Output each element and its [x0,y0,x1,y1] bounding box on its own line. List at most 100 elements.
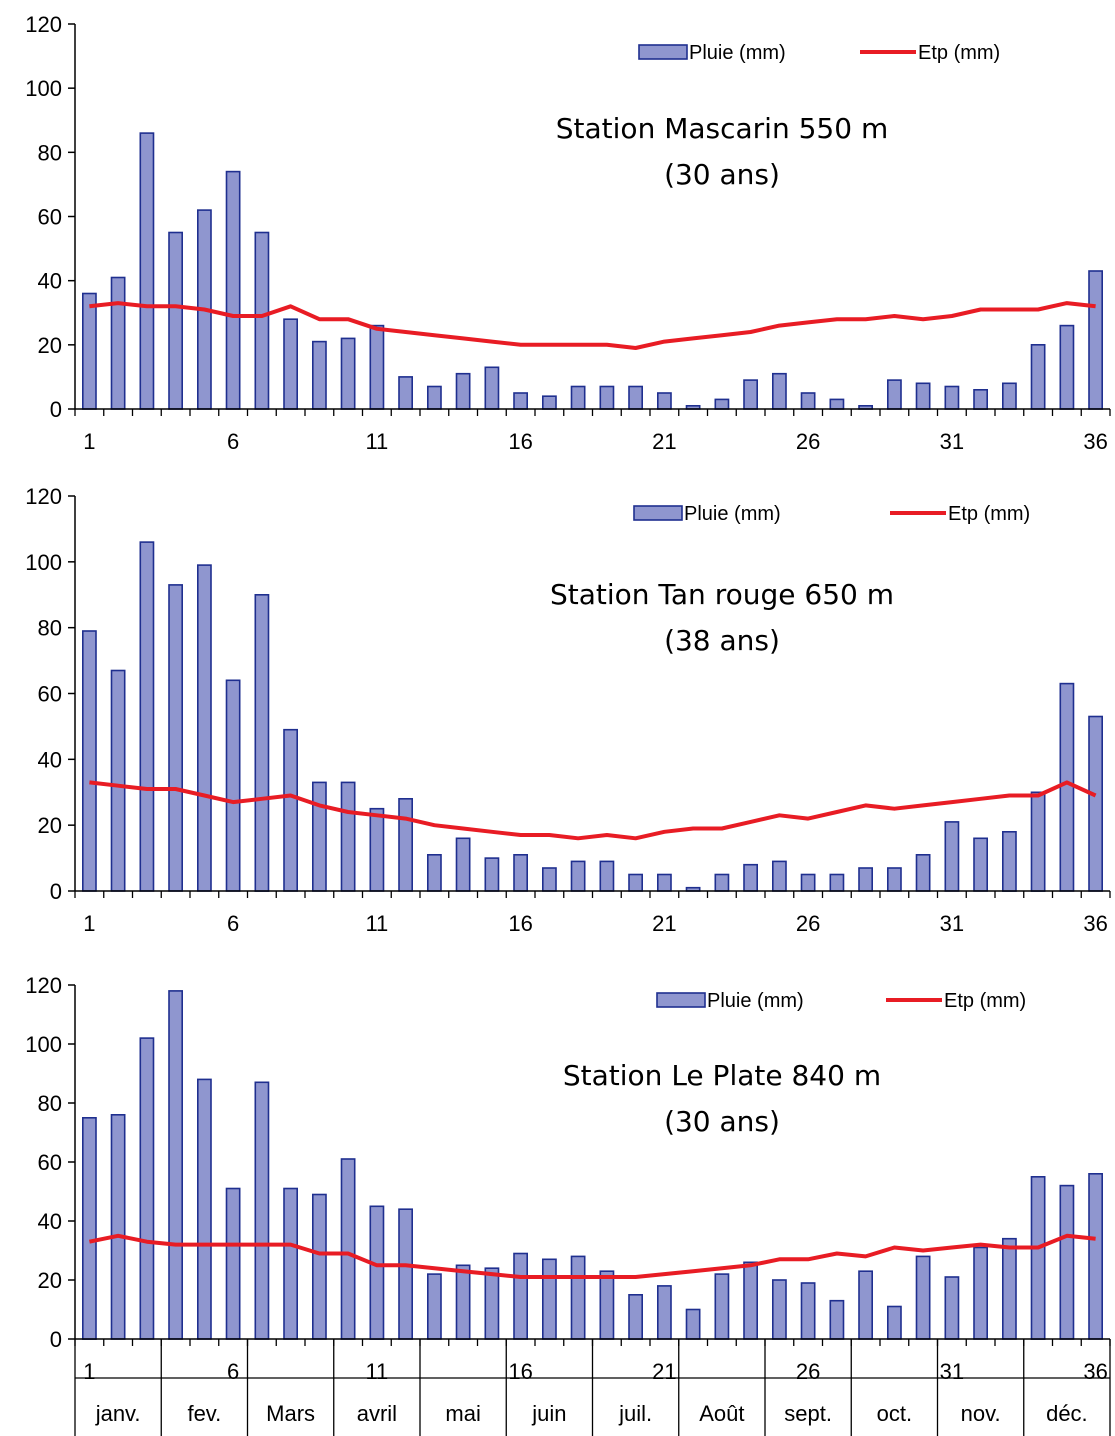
bar-pluie [973,388,988,410]
bar-pluie [541,395,557,410]
bar-pluie [800,873,816,892]
bar-pluie [1059,324,1075,410]
x-tick-label: 11 [365,1359,388,1384]
bar-pluie [484,366,500,410]
month-label: juil. [618,1401,652,1426]
bar-pluie [82,630,97,892]
x-tick-label: 31 [940,1359,964,1384]
bar-pluie [973,1246,988,1340]
bar-pluie [225,170,241,410]
x-tick-label: 16 [508,911,532,936]
bar-pluie [858,1270,873,1340]
bar-pluie [1030,343,1046,410]
bar-pluie [110,1114,126,1340]
x-tick-label: 36 [1083,429,1107,454]
bar-pluie [1001,1237,1017,1340]
x-tick-label: 16 [508,1359,532,1384]
month-label: nov. [961,1401,1001,1426]
bar-pluie [197,1078,212,1340]
chart-subtitle: (30 ans) [664,1105,780,1138]
bar-pluie [915,853,931,892]
bar-pluie [829,398,845,410]
bar-pluie [858,867,873,892]
bar-pluie [599,860,615,892]
bar-pluie [599,385,615,410]
bar-pluie [570,1255,586,1340]
month-label: juin [531,1401,566,1426]
x-tick-label: 11 [365,911,388,936]
bar-pluie [455,837,471,892]
bar-pluie [369,1205,385,1340]
bar-pluie [283,728,298,892]
y-tick-label: 20 [38,333,62,358]
month-label: mai [445,1401,480,1426]
bar-pluie [944,1276,960,1340]
bar-pluie [743,863,758,892]
bar-pluie [1030,791,1046,892]
month-label: avril [357,1401,397,1426]
bar-pluie [139,132,155,410]
bar-pluie [886,867,902,892]
bar-pluie [800,392,816,410]
bar-pluie [944,821,960,892]
bar-pluie [771,372,787,410]
line-etp [88,1233,1096,1279]
bar-pluie [283,1187,298,1340]
x-tick-label: 1 [83,911,95,936]
y-tick-label: 100 [25,1032,62,1057]
bar-pluie [656,873,672,892]
bar-pluie [829,873,845,892]
y-tick-label: 100 [25,76,62,101]
x-tick-label: 21 [652,1359,676,1384]
bar-pluie [283,318,298,410]
y-tick-label: 40 [38,269,62,294]
chart-title: Station Le Plate 840 m [563,1059,881,1092]
chart-subtitle: (38 ans) [664,624,780,657]
x-tick-label: 36 [1083,911,1107,936]
bar-pluie [1001,382,1017,410]
y-tick-label: 40 [38,747,62,772]
bar-pluie [915,1255,931,1340]
bar-pluie [369,324,385,410]
bar-pluie [1088,715,1103,892]
bar-pluie [570,860,586,892]
legend-label-pluie: Pluie (mm) [684,503,781,525]
bar-pluie [398,797,413,892]
bar-pluie [771,1279,787,1340]
bar-pluie [628,873,643,892]
bar-pluie [455,372,471,410]
bar-pluie [139,541,155,892]
bar-pluie [82,292,97,410]
bar-pluie [628,385,643,410]
legend: Pluie (mm) Etp (mm) [656,990,1026,1012]
x-tick-label: 1 [83,429,95,454]
x-tick-label: 1 [83,1359,95,1384]
y-tick-label: 100 [25,550,62,575]
bar-pluie [541,1258,557,1340]
bar-pluie [340,337,356,410]
month-label: oct. [877,1401,912,1426]
bar-pluie [225,1187,241,1340]
y-tick-label: 80 [38,140,62,165]
bar-pluie [110,276,126,410]
bar-pluie [886,379,902,410]
bar-pluie [398,376,413,410]
x-tick-label: 31 [940,429,964,454]
bar-pluie [340,1158,356,1340]
month-label: janv. [95,1401,141,1426]
bar-pluie [513,392,528,410]
x-tick-label: 26 [796,911,820,936]
bar-pluie [197,564,212,892]
line-etp [89,780,1097,841]
y-tick-label: 60 [38,1150,62,1175]
y-tick-label: 0 [50,879,62,904]
bar-pluie [743,1261,758,1340]
bar-pluie [311,781,327,892]
y-tick-label: 120 [25,484,62,509]
bar-pluie [714,398,730,410]
bar-pluie [656,1285,672,1340]
legend-label-etp: Etp (mm) [918,42,1000,64]
legend: Pluie (mm) Etp (mm) [633,503,1030,525]
